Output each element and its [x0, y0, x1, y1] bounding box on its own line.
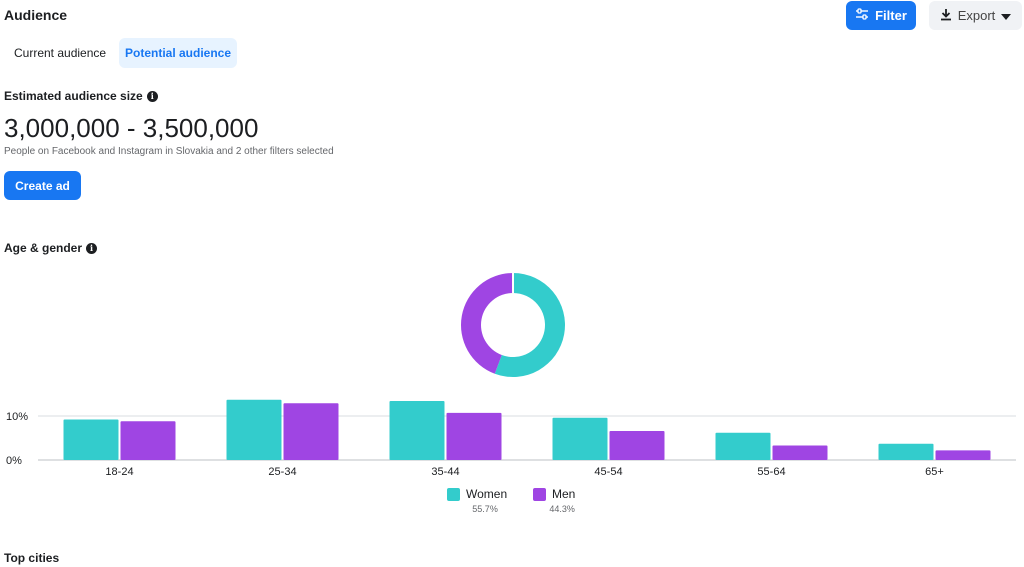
x-tick-label: 35-44 — [431, 466, 459, 478]
bar-women-18-24 — [63, 419, 119, 460]
legend-women[interactable]: Women 55.7% — [447, 487, 507, 514]
estimated-size-label-text: Estimated audience size — [4, 89, 143, 103]
audience-size-description: People on Facebook and Instagram in Slov… — [4, 146, 334, 157]
chart-canvas: 0% 10% 18-24 25-34 35-44 45-54 55-64 65+ — [6, 273, 1016, 478]
filter-button[interactable]: Filter — [846, 1, 916, 30]
download-icon — [940, 8, 952, 24]
filter-label: Filter — [875, 8, 907, 23]
header: Audience Filter Export — [0, 0, 1024, 30]
y-tick-label: 0% — [6, 455, 22, 467]
export-label: Export — [957, 8, 996, 23]
bar-men-55-64 — [772, 445, 828, 460]
bar-women-65+ — [878, 443, 934, 460]
legend-men[interactable]: Men 44.3% — [533, 487, 575, 514]
estimated-size-label: Estimated audience size i — [4, 89, 158, 103]
top-cities-label: Top cities — [4, 551, 60, 565]
bar-men-65+ — [935, 450, 991, 460]
legend-label-men: Men — [552, 487, 576, 501]
donut-slice-women — [494, 273, 565, 377]
audience-size-range: 3,000,000 - 3,500,000 — [4, 113, 259, 143]
x-tick-label: 55-64 — [757, 466, 785, 478]
donut-slice-men — [461, 273, 513, 374]
legend-label-women: Women — [466, 487, 508, 501]
x-tick-label: 65+ — [925, 466, 944, 478]
legend-swatch-women — [447, 487, 460, 501]
caret-down-icon — [1001, 8, 1012, 23]
bar-women-35-44 — [389, 401, 445, 460]
legend-pct-women: 55.7% — [472, 504, 498, 514]
tab-potential-audience[interactable]: Potential audience — [119, 38, 237, 68]
info-icon[interactable]: i — [146, 90, 158, 102]
export-button[interactable]: Export — [929, 1, 1022, 30]
x-tick-label: 18-24 — [105, 466, 133, 478]
bar-women-55-64 — [715, 432, 771, 460]
x-tick-label: 25-34 — [268, 466, 296, 478]
info-icon[interactable]: i — [86, 242, 98, 254]
bar-men-35-44 — [446, 412, 502, 460]
create-ad-button[interactable]: Create ad — [4, 171, 81, 200]
age-gender-label-text: Age & gender — [4, 241, 83, 255]
bar-men-18-24 — [120, 421, 176, 460]
legend-pct-men: 44.3% — [549, 504, 575, 514]
x-tick-label: 45-54 — [594, 466, 622, 478]
page-title: Audience — [4, 7, 68, 23]
legend-swatch-men — [533, 487, 546, 501]
bar-men-45-54 — [609, 430, 665, 460]
age-gender-label: Age & gender i — [4, 241, 98, 255]
tab-current-audience[interactable]: Current audience — [14, 46, 107, 60]
bar-women-45-54 — [552, 417, 608, 460]
sliders-icon — [855, 8, 869, 23]
y-tick-label: 10% — [6, 411, 28, 423]
age-gender-charts: 0% 10% 18-24 25-34 35-44 45-54 55-64 65+ — [0, 265, 1024, 525]
bar-women-25-34 — [226, 399, 282, 460]
bar-men-25-34 — [283, 403, 339, 460]
